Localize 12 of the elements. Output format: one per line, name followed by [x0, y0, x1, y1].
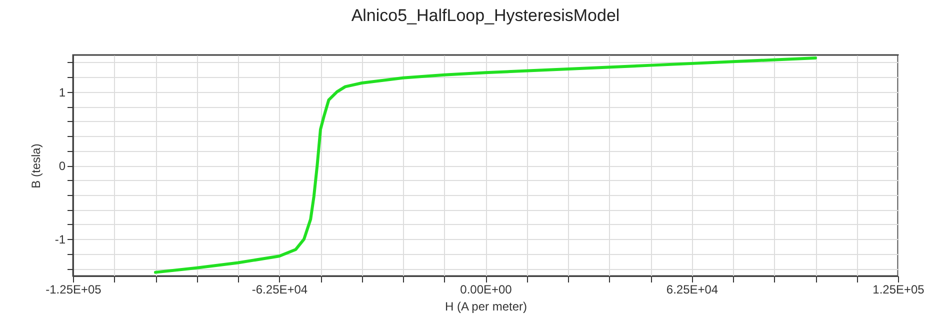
y-axis-title: B (tesla) [28, 144, 43, 188]
x-tick-label: -6.25E+04 [252, 282, 308, 296]
x-axis-title: H (A per meter) [444, 300, 528, 314]
x-tick-label: -1.25E+05 [46, 282, 102, 296]
x-tick-label: 6.25E+04 [666, 282, 718, 296]
y-tick-label: 1 [58, 85, 66, 100]
y-tick-label: -1 [54, 232, 66, 247]
x-tick-label: 0.00E+00 [460, 282, 512, 296]
chart-title: Alnico5_HalfLoop_HysteresisModel [351, 6, 620, 25]
line-series [154, 56, 817, 274]
y-tick-label: 0 [58, 159, 66, 173]
x-tick-label: 1.25E+05 [872, 282, 925, 296]
